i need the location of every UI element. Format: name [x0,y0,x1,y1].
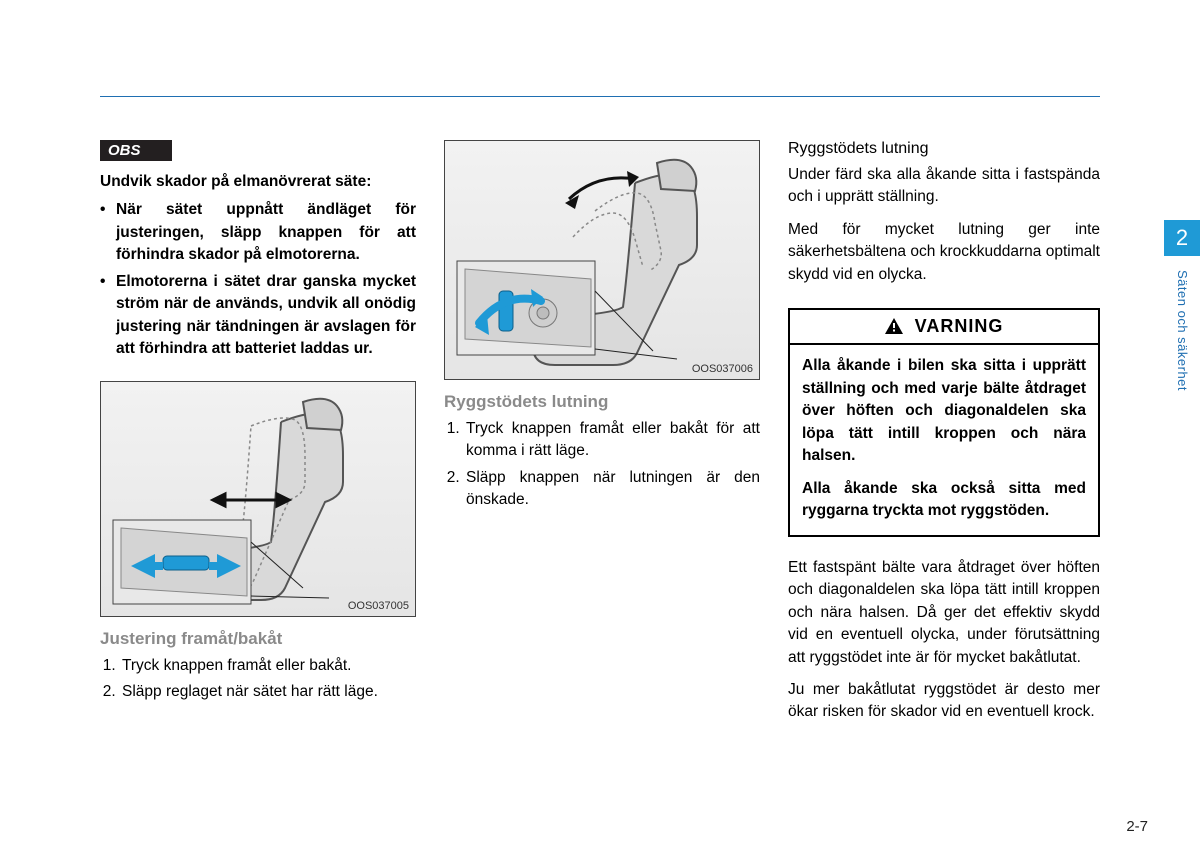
top-rule [100,96,1100,97]
page-content: OBS Undvik skador på elmanövrerat säte: … [100,140,1100,734]
figure-seat-slide: OOS037005 [100,381,416,617]
column-3: Ryggstödets lutning Under färd ska alla … [788,140,1100,734]
body-para: Ett fastspänt bälte vara åtdraget över h… [788,557,1100,669]
step-item: Släpp reglaget när sätet har rätt läge. [120,681,416,703]
figure-seat-recline: OOS037006 [444,140,760,380]
chapter-label: Säten och säkerhet [1175,270,1190,391]
step-item: Tryck knappen framåt eller bakåt för att… [464,418,760,463]
subhead-recline: Ryggstödets lutning [444,392,760,412]
warning-header: VARNING [790,310,1098,345]
steps-list: Tryck knappen framåt eller bakåt. Släpp … [100,655,416,708]
obs-bullet-list: När sätet uppnått ändläget för justering… [100,199,416,364]
obs-bullet: När sätet uppnått ändläget för justering… [100,199,416,266]
steps-list: Tryck knappen framåt eller bakåt för att… [444,418,760,516]
subhead-adjust-fwd-back: Justering framåt/bakåt [100,629,416,649]
body-para: Under färd ska alla åkande sitta i fasts… [788,164,1100,209]
column-1: OBS Undvik skador på elmanövrerat säte: … [100,140,416,734]
warning-title: VARNING [915,316,1004,336]
obs-badge: OBS [100,140,172,161]
warning-body: Alla åkande i bilen ska sitta i upprätt … [790,345,1098,534]
obs-bullet: Elmotorerna i sätet drar ganska mycket s… [100,271,416,361]
seat-slide-illustration [101,382,417,618]
page-number: 2-7 [1126,818,1148,835]
body-para: Med för mycket lutning ger inte säkerhet… [788,219,1100,286]
warning-box: VARNING Alla åkande i bilen ska sitta i … [788,308,1100,536]
step-item: Släpp knappen när lutningen är den önska… [464,467,760,512]
figure-code: OOS037006 [692,363,753,375]
warning-para: Alla åkande i bilen ska sitta i upprätt … [802,355,1086,467]
column-2: OOS037006 Ryggstödets lutning Tryck knap… [444,140,760,734]
chapter-number: 2 [1176,225,1188,251]
warning-triangle-icon [885,316,909,336]
step-item: Tryck knappen framåt eller bakåt. [120,655,416,677]
obs-intro: Undvik skador på elmanövrerat säte: [100,171,416,193]
seat-recline-illustration [445,141,761,381]
body-para: Ju mer bakåtlutat ryggstödet är desto me… [788,679,1100,724]
chapter-tab: 2 [1164,220,1200,256]
warning-para: Alla åkande ska också sitta med ryggarna… [802,478,1086,523]
figure-code: OOS037005 [348,600,409,612]
subhead-recline-r: Ryggstödets lutning [788,140,1100,158]
